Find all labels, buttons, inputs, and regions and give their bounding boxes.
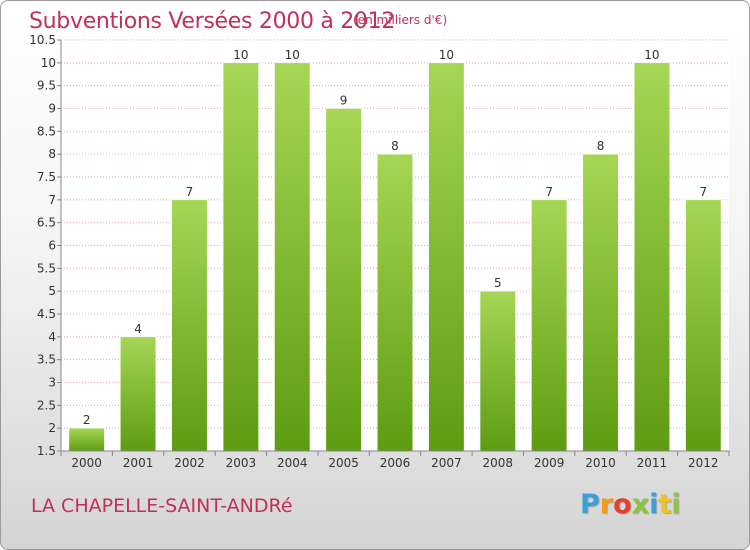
bar-2003 xyxy=(222,62,259,452)
y-tick-label: 7.5 xyxy=(37,170,56,184)
data-label: 9 xyxy=(340,94,348,108)
x-tick-label: 2011 xyxy=(637,456,668,470)
x-tick-label: 2005 xyxy=(328,456,359,470)
bar-2002 xyxy=(171,199,208,452)
unit-note: (en milliers d'€) xyxy=(353,13,448,27)
bar-2006 xyxy=(377,153,413,452)
logo-letter: P xyxy=(580,489,600,520)
logo-letter: t xyxy=(658,489,672,520)
logo-letter: o xyxy=(613,489,632,520)
y-axis-ticks: 1.5 2 2.5 3 3.5 4 4.5 5 5.5 6 6.5 7 7.5 8 8.5 9 9.5 10 10.… xyxy=(29,33,61,458)
x-tick-label: 2004 xyxy=(277,456,308,470)
y-tick-label: 3.5 xyxy=(37,353,56,367)
bar-2011 xyxy=(633,62,670,452)
logo-letter: i xyxy=(649,489,659,520)
bar-2007 xyxy=(428,62,465,452)
data-label: 10 xyxy=(439,48,454,62)
y-tick-label: 4.5 xyxy=(37,307,56,321)
y-tick-label: 6 xyxy=(48,239,56,253)
proxiti-logo: Proxiti xyxy=(580,489,681,520)
data-labels: 2 4 7 10 10 9 8 10 5 7 8 10 7 xyxy=(83,48,707,427)
bars xyxy=(68,62,722,452)
y-tick-label: 1.5 xyxy=(37,444,56,458)
logo-letter: i xyxy=(671,489,681,520)
chart-title: Subventions Versées 2000 à 2012 xyxy=(29,9,396,34)
x-tick-label: 2000 xyxy=(71,456,102,470)
y-tick-label: 10.5 xyxy=(29,33,56,47)
x-tick-label: 2008 xyxy=(482,456,513,470)
data-label: 8 xyxy=(391,139,399,153)
x-tick-label: 2002 xyxy=(174,456,205,470)
x-axis-ticks: 2000 2001 2002 2003 2004 2005 2006 2007 2008 2009… xyxy=(60,451,730,470)
y-tick-label: 4 xyxy=(48,330,56,344)
data-label: 8 xyxy=(597,139,605,153)
bar-2005 xyxy=(325,108,362,452)
data-label: 4 xyxy=(134,322,142,336)
data-label: 10 xyxy=(285,48,300,62)
bar-2000 xyxy=(68,427,105,452)
x-tick-label: 2006 xyxy=(380,456,411,470)
bar-2009 xyxy=(531,199,568,452)
x-tick-label: 2003 xyxy=(226,456,257,470)
y-tick-label: 8 xyxy=(48,147,56,161)
commune-name: LA CHAPELLE-SAINT-ANDRé xyxy=(31,495,293,517)
logo-letter: r xyxy=(599,489,614,520)
y-tick-label: 9 xyxy=(48,102,56,116)
y-tick-label: 2 xyxy=(48,421,56,435)
data-label: 10 xyxy=(233,48,248,62)
y-tick-label: 3 xyxy=(48,376,56,390)
data-label: 7 xyxy=(186,185,194,199)
data-label: 7 xyxy=(699,185,707,199)
y-tick-label: 6.5 xyxy=(37,216,56,230)
data-label: 10 xyxy=(644,48,659,62)
y-tick-label: 2.5 xyxy=(37,398,56,412)
bar-2012 xyxy=(685,199,722,452)
y-tick-label: 9.5 xyxy=(37,79,56,93)
logo-letter: x xyxy=(631,489,650,520)
y-tick-label: 5 xyxy=(48,284,56,298)
bar-2004 xyxy=(274,62,311,452)
x-tick-label: 2010 xyxy=(585,456,616,470)
data-label: 2 xyxy=(83,413,91,427)
y-tick-label: 10 xyxy=(41,56,56,70)
bar-2001 xyxy=(120,336,157,452)
data-label: 7 xyxy=(545,185,553,199)
y-tick-label: 7 xyxy=(48,193,56,207)
bar-2010 xyxy=(582,153,619,452)
y-tick-label: 8.5 xyxy=(37,124,56,138)
x-tick-label: 2009 xyxy=(534,456,565,470)
x-tick-label: 2012 xyxy=(688,456,719,470)
x-tick-label: 2001 xyxy=(123,456,154,470)
data-label: 5 xyxy=(494,276,502,290)
x-tick-label: 2007 xyxy=(431,456,462,470)
bar-2008 xyxy=(479,290,516,452)
y-tick-label: 5.5 xyxy=(37,261,56,275)
